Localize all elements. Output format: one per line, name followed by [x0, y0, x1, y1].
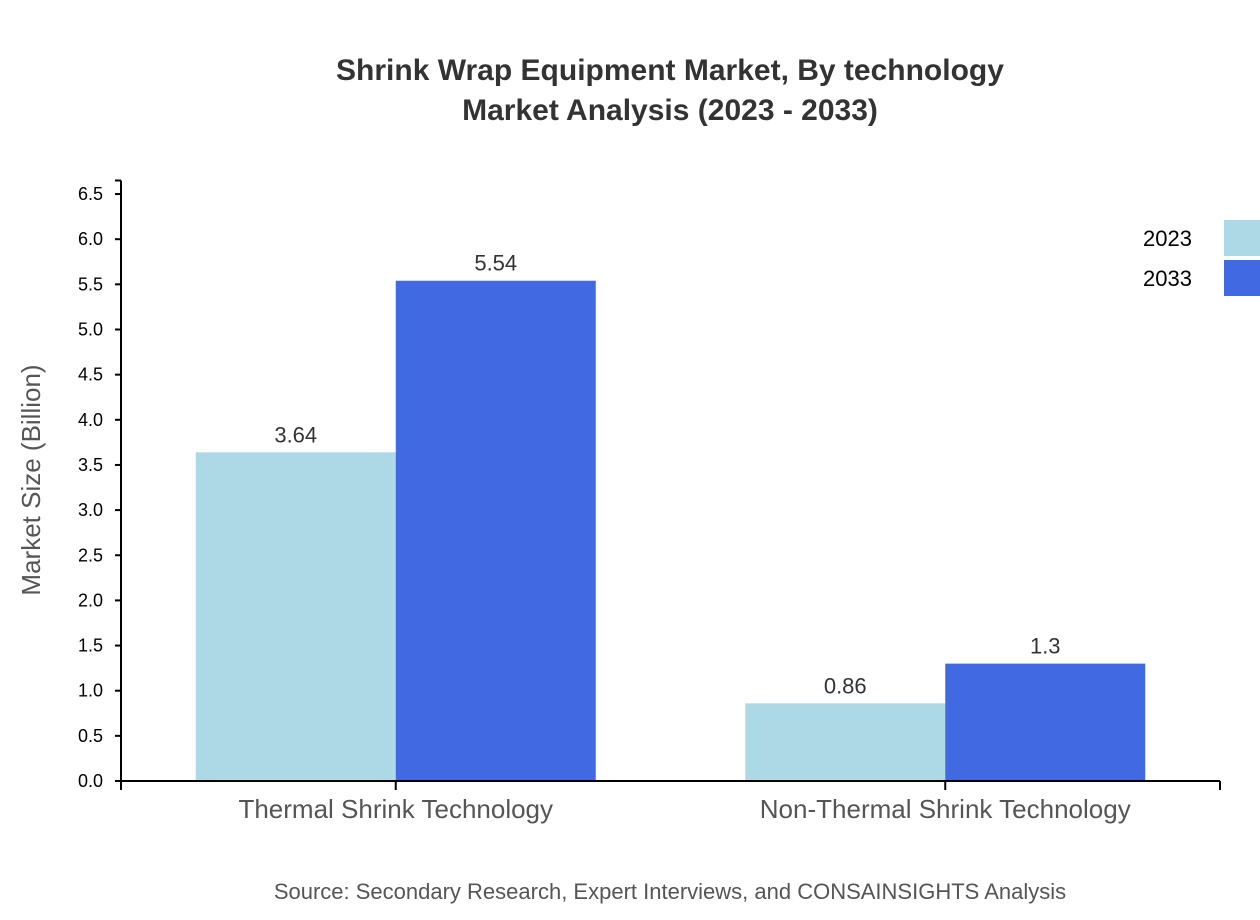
x-tick-label: Thermal Shrink Technology	[238, 794, 553, 824]
legend-label: 2023	[1143, 226, 1192, 251]
legend-swatch-2023	[1224, 220, 1260, 256]
bar-2023	[195, 452, 396, 781]
y-tick-label: 1.0	[78, 681, 103, 701]
bar-2033	[395, 280, 596, 781]
legend-label: 2033	[1143, 266, 1192, 291]
data-label: 3.64	[274, 422, 317, 447]
x-tick-label: Non-Thermal Shrink Technology	[760, 794, 1131, 824]
y-tick-label: 2.5	[78, 545, 103, 565]
data-label: 0.86	[824, 673, 867, 698]
bar-2023	[745, 703, 946, 781]
legend-swatch-2033	[1224, 260, 1260, 296]
y-tick-label: 4.5	[78, 365, 103, 385]
chart-subtitle: Market Analysis (2023 - 2033)	[462, 94, 878, 127]
legend: 2023 2033	[1143, 220, 1260, 296]
x-axis: Thermal Shrink Technology Non-Thermal Shr…	[120, 780, 1221, 824]
bar-2033	[945, 663, 1146, 781]
y-tick-label: 6.0	[78, 229, 103, 249]
y-tick-label: 1.5	[78, 636, 103, 656]
bars: 3.64 5.54 0.86 1.3	[195, 251, 1146, 781]
y-axis-label: Market Size (Billion)	[16, 364, 46, 595]
chart-title: Shrink Wrap Equipment Market, By technol…	[336, 54, 1004, 87]
y-tick-label: 3.0	[78, 500, 103, 520]
y-tick-label: 4.0	[78, 410, 103, 430]
y-tick-label: 5.5	[78, 274, 103, 294]
y-tick-label: 5.0	[78, 320, 103, 340]
data-label: 5.54	[474, 251, 517, 276]
y-tick-label: 2.0	[78, 590, 103, 610]
y-axis: 0.0 0.5 1.0 1.5 2.0 2.5 3.0 3.5 4.0 4.5 5.0 5.5 6.0 6…	[78, 179, 122, 791]
source-note: Source: Secondary Research, Expert Inter…	[274, 879, 1066, 904]
y-tick-label: 6.5	[78, 184, 103, 204]
y-tick-label: 0.0	[78, 771, 103, 791]
y-tick-label: 3.5	[78, 455, 103, 475]
data-label: 1.3	[1030, 634, 1061, 659]
y-tick-label: 0.5	[78, 726, 103, 746]
